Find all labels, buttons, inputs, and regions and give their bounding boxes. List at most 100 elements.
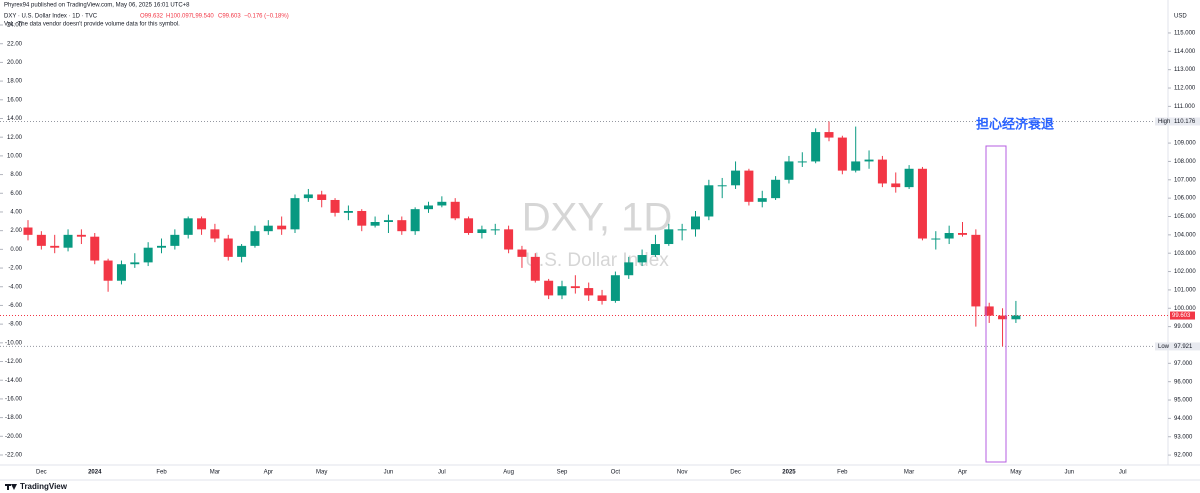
candle-body bbox=[263, 225, 273, 232]
candle-body bbox=[958, 233, 967, 235]
low-line-tag-label: Low bbox=[1158, 344, 1170, 350]
y2-tick-label: 103.000 bbox=[1174, 251, 1196, 257]
candle-body bbox=[63, 234, 73, 248]
candle-body bbox=[904, 168, 914, 188]
candle-body bbox=[357, 210, 367, 226]
candle-body bbox=[984, 306, 994, 316]
candle-body bbox=[437, 201, 447, 206]
candle-body bbox=[650, 244, 660, 256]
last-price-label: 99.603 bbox=[1172, 313, 1191, 319]
candle-body bbox=[704, 185, 714, 217]
candle-body bbox=[317, 194, 327, 200]
candle-body bbox=[771, 179, 781, 199]
y-tick-label: 8.00 bbox=[10, 172, 22, 178]
candle-body bbox=[824, 132, 834, 138]
x-tick-label: Jul bbox=[438, 470, 446, 476]
candle-body bbox=[744, 170, 754, 202]
y2-tick-label: 97.000 bbox=[1174, 361, 1193, 367]
candle-body bbox=[464, 218, 474, 234]
candle-body bbox=[517, 249, 527, 257]
candle-body bbox=[76, 234, 86, 237]
legend-ohlc: C99.603 bbox=[218, 14, 241, 20]
x-tick-label: Sep bbox=[557, 470, 568, 476]
y2-tick-label: 109.000 bbox=[1174, 141, 1196, 147]
candle-body bbox=[197, 218, 207, 230]
candle-body bbox=[237, 245, 247, 257]
candle-body bbox=[557, 286, 567, 296]
x-tick-label: Dec bbox=[36, 470, 47, 476]
x-tick-label: Mar bbox=[904, 470, 914, 476]
x-tick-label: Nov bbox=[677, 470, 688, 476]
candle-body bbox=[944, 233, 954, 239]
candle-body bbox=[731, 170, 741, 186]
y2-tick-label: 106.000 bbox=[1174, 196, 1196, 202]
candle-body bbox=[584, 288, 594, 296]
y2-tick-label: 114.000 bbox=[1174, 49, 1196, 55]
y2-tick-label: 92.000 bbox=[1174, 453, 1193, 459]
y2-tick-label: 115.000 bbox=[1174, 31, 1196, 37]
y-tick-label: -2.00 bbox=[8, 266, 22, 272]
x-tick-label: Jun bbox=[1064, 470, 1074, 476]
candle-body bbox=[343, 210, 353, 213]
candle-body bbox=[610, 275, 620, 301]
candle-body bbox=[837, 137, 847, 171]
high-line-tag-value: 110.176 bbox=[1174, 119, 1196, 125]
candle-body bbox=[931, 238, 941, 240]
candle-body bbox=[1011, 315, 1021, 320]
y2-tick-label: 99.000 bbox=[1174, 324, 1193, 330]
y-tick-label: -22.00 bbox=[5, 453, 23, 459]
y2-tick-label: 111.000 bbox=[1174, 104, 1195, 110]
footer-logo bbox=[5, 484, 17, 490]
y2-tick-label: 93.000 bbox=[1174, 434, 1193, 440]
y2-tick-label: 100.000 bbox=[1174, 306, 1196, 312]
x-tick-label: Apr bbox=[264, 470, 273, 476]
high-line-tag bbox=[1155, 117, 1200, 126]
candle-body bbox=[757, 198, 767, 202]
candle-body bbox=[998, 315, 1008, 320]
candle-body bbox=[784, 161, 794, 180]
candle-body bbox=[877, 159, 887, 184]
y-tick-label: -8.00 bbox=[8, 322, 22, 328]
candle-body bbox=[504, 229, 514, 250]
candle-body bbox=[864, 159, 874, 162]
publish-header: Phyrex94 published on TradingView.com, M… bbox=[4, 3, 190, 9]
candle-body bbox=[210, 229, 220, 239]
candle-body bbox=[277, 225, 287, 230]
candle-body bbox=[664, 229, 674, 245]
y-tick-label: 2.00 bbox=[10, 228, 22, 234]
low-line-tag-value: 97.921 bbox=[1174, 344, 1193, 350]
y2-tick-label: 113.000 bbox=[1174, 67, 1196, 73]
y2-tick-label: 95.000 bbox=[1174, 398, 1193, 404]
candle-body bbox=[330, 199, 340, 213]
x-tick-label: Feb bbox=[837, 470, 848, 476]
candle-body bbox=[811, 132, 821, 162]
watermark-title: DXY, 1D bbox=[522, 196, 672, 240]
candle-body bbox=[851, 161, 861, 171]
candle-body bbox=[130, 262, 140, 265]
legend-ohlc: −0.176 (−0.18%) bbox=[244, 14, 289, 20]
y-tick-label: -16.00 bbox=[5, 396, 23, 402]
highlight-box bbox=[985, 145, 1007, 463]
candle-body bbox=[223, 238, 233, 257]
legend-ohlc: L99.540 bbox=[192, 14, 214, 20]
legend-ohlc: H100.097 bbox=[166, 14, 193, 20]
candle-body bbox=[717, 185, 727, 187]
x-tick-label: Mar bbox=[210, 470, 220, 476]
y-tick-label: 0.00 bbox=[10, 247, 22, 253]
legend-symbol: DXY · U.S. Dollar Index · 1D · TVC bbox=[4, 14, 98, 20]
candle-body bbox=[450, 201, 460, 219]
low-line-tag bbox=[1155, 342, 1200, 351]
x-tick-label: Oct bbox=[611, 470, 621, 476]
candle-body bbox=[370, 222, 380, 226]
candle-body bbox=[290, 198, 300, 230]
candle-body bbox=[183, 218, 193, 235]
y-tick-label: 20.00 bbox=[7, 60, 23, 66]
y2-tick-label: 104.000 bbox=[1174, 232, 1196, 238]
legend-volume: Vol · The data vendor doesn't provide vo… bbox=[4, 22, 180, 28]
y-tick-label: 22.00 bbox=[7, 41, 23, 47]
y-tick-label: 4.00 bbox=[10, 210, 22, 216]
candle-body bbox=[143, 247, 153, 263]
candle-body bbox=[477, 229, 487, 234]
candle-body bbox=[36, 234, 46, 246]
candle-body bbox=[597, 295, 607, 301]
